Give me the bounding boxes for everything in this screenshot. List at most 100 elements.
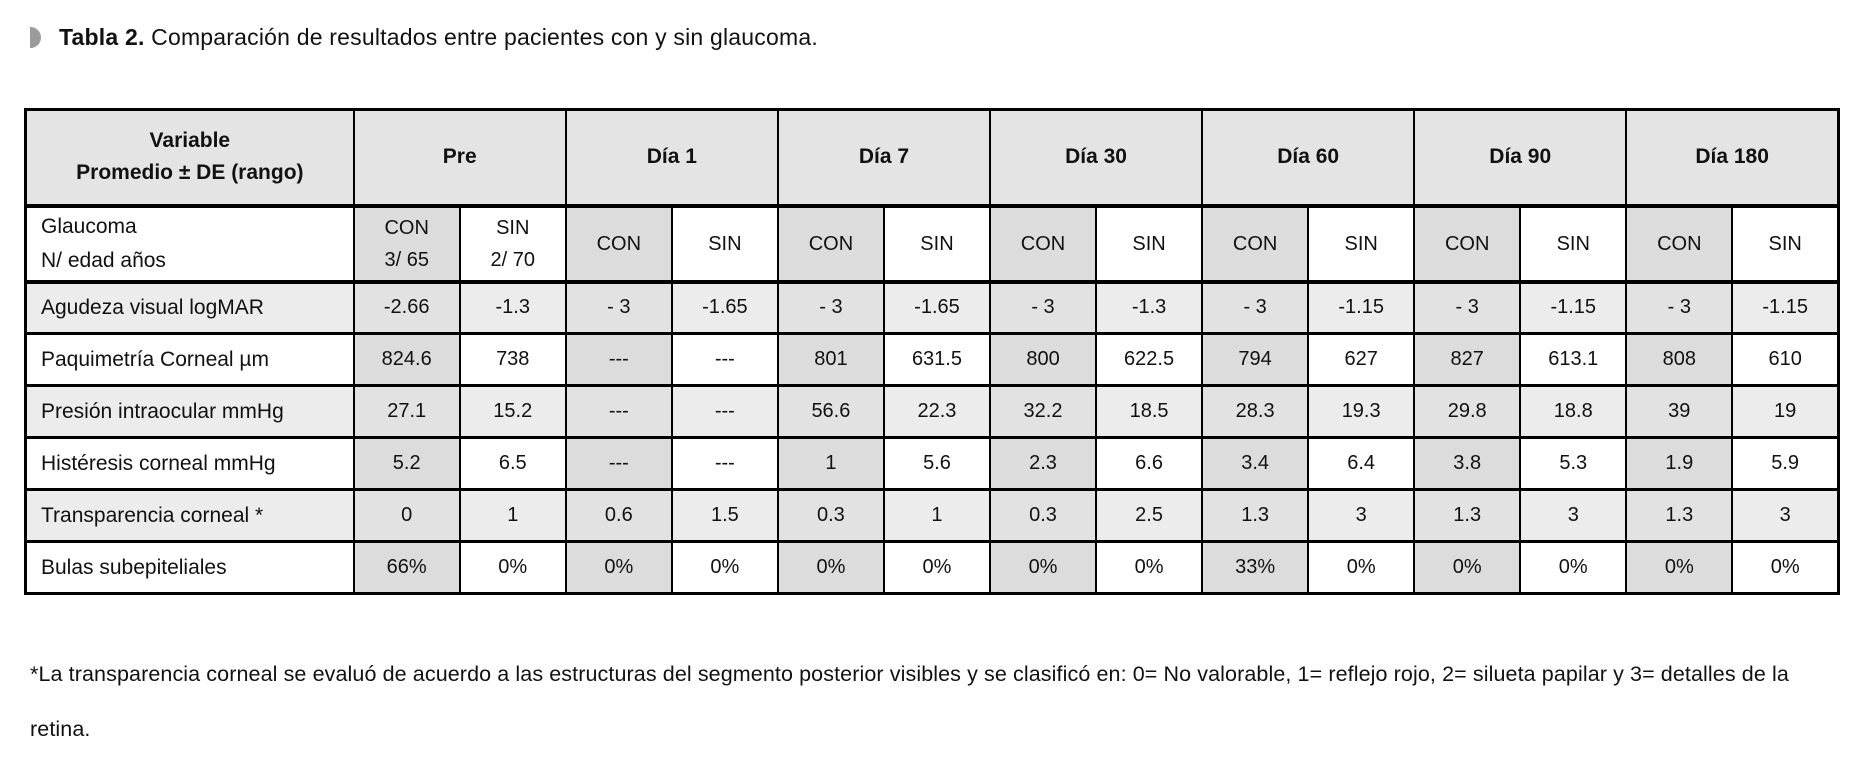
value-cell: -1.3: [1095, 280, 1204, 335]
row-label: Histéresis corneal mmHg: [24, 436, 355, 491]
value-cell: ---: [564, 384, 673, 439]
table-row: Bulas subepiteliales 66% 0% 0% 0% 0% 0% 0% 0% 33%…: [24, 540, 1840, 595]
value-cell: 808: [1625, 332, 1734, 387]
value-cell: ---: [670, 332, 779, 387]
value-cell: ---: [564, 332, 673, 387]
value-cell: 0%: [1095, 540, 1204, 595]
table-caption: Tabla 2. Comparación de resultados entre…: [0, 0, 1864, 51]
value-cell: 0%: [776, 540, 885, 595]
value-cell: -1.15: [1731, 280, 1840, 335]
table-row: Histéresis corneal mmHg 5.2 6.5 --- --- 1 5.6 2…: [24, 436, 1840, 491]
day-header: Día 180: [1625, 108, 1840, 208]
con-sin-header: SIN: [670, 204, 779, 284]
value-cell: 15.2: [458, 384, 567, 439]
con-sin-header: SIN: [1307, 204, 1416, 284]
value-cell: 1.3: [1201, 488, 1310, 543]
value-cell: 0%: [670, 540, 779, 595]
value-cell: 0%: [988, 540, 1098, 595]
value-cell: -1.65: [882, 280, 992, 335]
value-cell: 801: [776, 332, 885, 387]
con-sin-header: CON: [776, 204, 885, 284]
table-row: Agudeza visual logMAR -2.66 -1.3- 3 -1.65- …: [24, 280, 1840, 335]
value-cell: 0.6: [564, 488, 673, 543]
value-cell: 0%: [1413, 540, 1522, 595]
table-row: Transparencia corneal * 0 1 0.6 1.5 0.3 1 0.3 2.…: [24, 488, 1840, 543]
value-cell: - 3: [564, 280, 673, 335]
value-cell: 0%: [882, 540, 992, 595]
value-cell: 5.3: [1519, 436, 1628, 491]
value-cell: 0%: [458, 540, 567, 595]
table-row: Paquimetría Corneal µm 824.6 738 --- --- 801 6…: [24, 332, 1840, 387]
con-sin-header: SIN 2/ 70: [458, 204, 567, 284]
value-cell: 0%: [1519, 540, 1628, 595]
day-header: Día 90: [1413, 108, 1628, 208]
value-cell: 610: [1731, 332, 1840, 387]
glaucoma-row-label: Glaucoma N/ edad años: [24, 204, 355, 284]
value-cell: 3.8: [1413, 436, 1522, 491]
value-cell: 56.6: [776, 384, 885, 439]
value-cell: 1.5: [670, 488, 779, 543]
value-cell: 18.8: [1519, 384, 1628, 439]
caption-description: Comparación de resultados entre paciente…: [144, 24, 818, 50]
value-cell: 627: [1307, 332, 1416, 387]
value-cell: 1: [882, 488, 992, 543]
day-header: Día 7: [776, 108, 992, 208]
value-cell: 3: [1307, 488, 1416, 543]
row-label: Transparencia corneal *: [24, 488, 355, 543]
glaucoma-row: Glaucoma N/ edad años CON 3/ 65 SIN 2/ 70 CO…: [24, 204, 1840, 284]
value-cell: -1.15: [1307, 280, 1416, 335]
con-sin-header: CON: [564, 204, 673, 284]
value-cell: 6.6: [1095, 436, 1204, 491]
value-cell: 1.3: [1413, 488, 1522, 543]
value-cell: 19: [1731, 384, 1840, 439]
value-cell: ---: [564, 436, 673, 491]
glaucoma-label-line2: N/ edad años: [41, 248, 166, 272]
value-cell: ---: [670, 436, 779, 491]
value-cell: 2.3: [988, 436, 1098, 491]
value-cell: 22.3: [882, 384, 992, 439]
value-cell: 29.8: [1413, 384, 1522, 439]
con-sin-header: SIN: [882, 204, 992, 284]
row-label: Presión intraocular mmHg: [24, 384, 355, 439]
value-cell: 33%: [1201, 540, 1310, 595]
value-cell: 2.5: [1095, 488, 1204, 543]
table-row: Presión intraocular mmHg 27.1 15.2 --- --- 56…: [24, 384, 1840, 439]
con-sin-header: CON 3/ 65: [352, 204, 461, 284]
value-cell: - 3: [988, 280, 1098, 335]
value-cell: 631.5: [882, 332, 992, 387]
variable-header-line1: Variable: [149, 128, 231, 152]
con-sin-header: CON: [988, 204, 1098, 284]
value-cell: 6.4: [1307, 436, 1416, 491]
row-label: Agudeza visual logMAR: [24, 280, 355, 335]
day-header: Pre: [352, 108, 567, 208]
value-cell: 613.1: [1519, 332, 1628, 387]
value-cell: - 3: [1625, 280, 1734, 335]
con-sin-header: CON: [1201, 204, 1310, 284]
con-sin-header: CON: [1625, 204, 1734, 284]
con-sin-header: SIN: [1519, 204, 1628, 284]
glaucoma-label-line1: Glaucoma: [41, 214, 137, 238]
value-cell: 1.9: [1625, 436, 1734, 491]
value-cell: -1.3: [458, 280, 567, 335]
value-cell: 1: [458, 488, 567, 543]
value-cell: 28.3: [1201, 384, 1310, 439]
value-cell: 18.5: [1095, 384, 1204, 439]
day-header: Día 1: [564, 108, 779, 208]
value-cell: 1.3: [1625, 488, 1734, 543]
value-cell: 5.6: [882, 436, 992, 491]
value-cell: 1: [776, 436, 885, 491]
value-cell: 0: [352, 488, 461, 543]
value-cell: 824.6: [352, 332, 461, 387]
value-cell: 0.3: [988, 488, 1098, 543]
value-cell: 32.2: [988, 384, 1098, 439]
caption-label: Tabla 2.: [59, 24, 145, 50]
value-cell: 3: [1519, 488, 1628, 543]
variable-header: Variable Promedio ± DE (rango): [24, 108, 355, 208]
value-cell: 800: [988, 332, 1098, 387]
footnote: *La transparencia corneal se evaluó de a…: [30, 662, 1789, 741]
value-cell: 622.5: [1095, 332, 1204, 387]
value-cell: 794: [1201, 332, 1310, 387]
value-cell: 0%: [564, 540, 673, 595]
